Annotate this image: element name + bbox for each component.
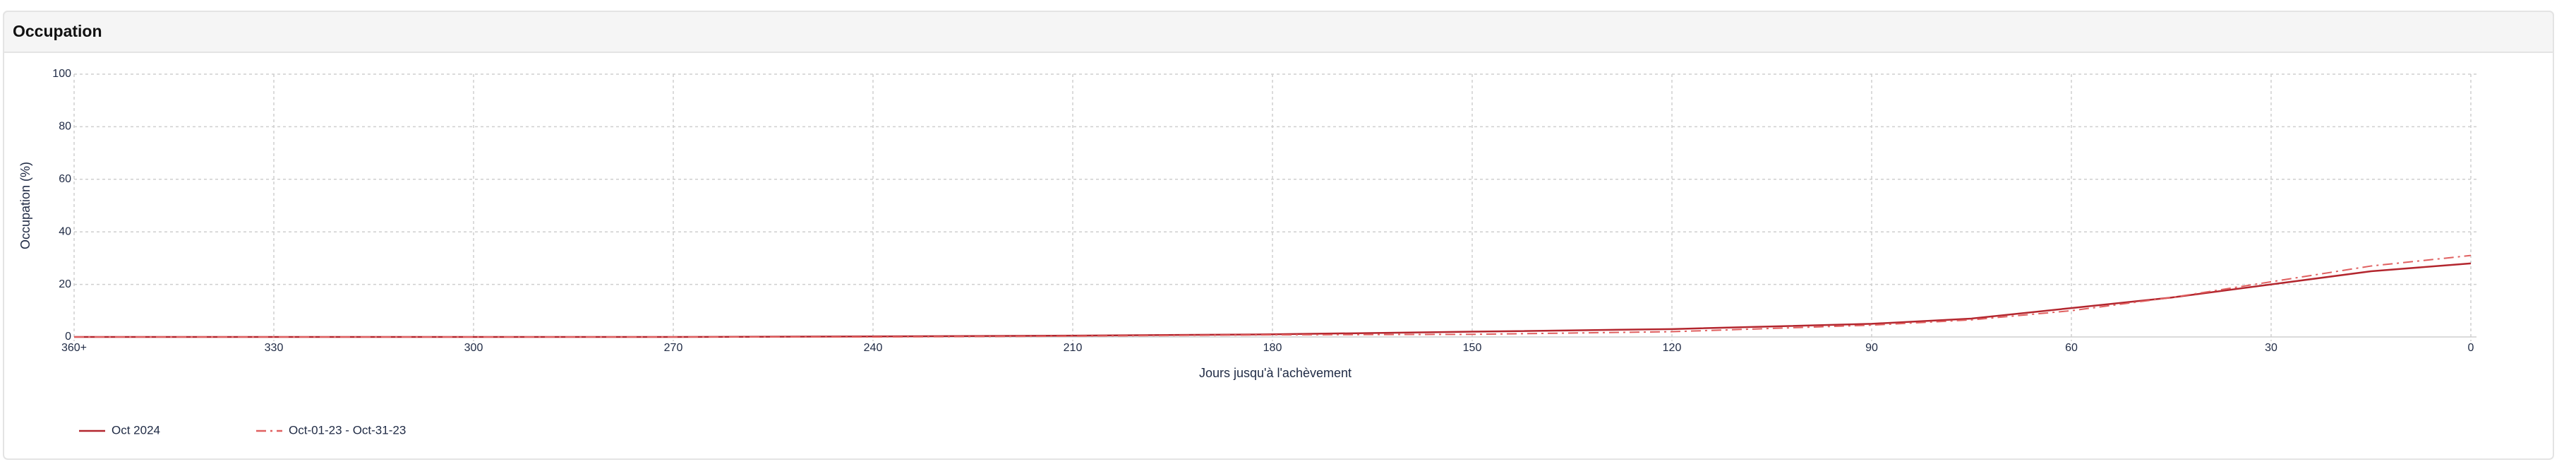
x-tick-label: 30	[2265, 342, 2277, 354]
x-tick-label: 300	[464, 342, 483, 354]
y-tick-label: 60	[59, 173, 71, 185]
y-axis-label: Occupation (%)	[18, 162, 32, 249]
x-tick-label: 90	[1865, 342, 1878, 354]
x-tick-label: 210	[1064, 342, 1083, 354]
x-tick-label: 270	[664, 342, 683, 354]
x-tick-label: 240	[864, 342, 883, 354]
y-tick-label: 100	[52, 68, 71, 80]
x-tick-label: 330	[265, 342, 284, 354]
chart-title: Occupation	[13, 22, 102, 40]
x-tick-label: 150	[1463, 342, 1482, 354]
x-tick-label: 180	[1263, 342, 1282, 354]
y-tick-label: 20	[59, 278, 71, 290]
y-tick-label: 40	[59, 225, 71, 237]
series-line	[74, 254, 2472, 338]
panel-header	[3, 11, 2554, 53]
y-tick-label: 80	[59, 121, 71, 133]
x-tick-label: 60	[2065, 342, 2078, 354]
y-tick-label: 0	[65, 331, 71, 343]
x-tick-label: 360+	[61, 342, 87, 354]
legend-label: Oct 2024	[112, 423, 160, 437]
x-axis-label: Jours jusqu'à l'achèvement	[1199, 366, 1352, 380]
panel	[3, 11, 2554, 460]
x-tick-label: 120	[1663, 342, 1682, 354]
x-tick-label: 0	[2468, 342, 2474, 354]
legend-label: Oct-01-23 - Oct-31-23	[289, 423, 406, 437]
